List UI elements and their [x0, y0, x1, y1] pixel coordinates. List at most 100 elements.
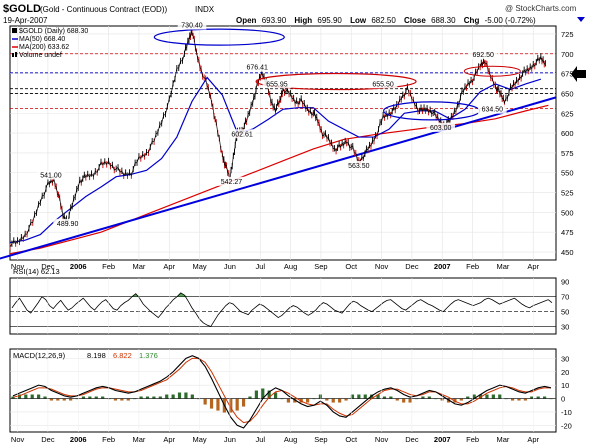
price-x-axis: Nov Dec 2006 Feb Mar Apr May Jun Jul Aug Sep Oct Nov…	[11, 262, 540, 271]
bottom-x-tick-label: 2006	[70, 435, 87, 444]
macd-histogram-bar	[235, 398, 239, 411]
macd-histogram-bar	[177, 392, 182, 399]
macd-histogram-bar	[414, 398, 419, 400]
macd-histogram-bar	[171, 394, 175, 399]
price-x-tick-label: Jul	[255, 262, 265, 271]
macd-histogram-bar	[408, 398, 412, 403]
price-label: 676.41	[247, 65, 269, 72]
price-x-tick-label: Mar	[132, 262, 145, 271]
macd-histogram-bar	[216, 398, 220, 411]
price-label: 541.00	[40, 173, 62, 180]
price-x-tick-label: Feb	[102, 262, 115, 271]
price-label-bg	[177, 20, 207, 30]
price-label-bg	[36, 170, 66, 180]
macd-histogram-bar	[184, 392, 188, 399]
macd-y-tick-label: 20	[561, 368, 569, 377]
macd-histogram-bar	[472, 394, 476, 399]
price-label: 489.90	[57, 221, 79, 228]
macd-histogram-bar	[152, 396, 156, 399]
macd-histogram-bar	[510, 398, 515, 401]
bottom-x-tick-label: Feb	[102, 435, 115, 444]
highlight-ellipse-blue-top	[153, 28, 285, 46]
price-x-tick-label: Nov	[375, 262, 389, 271]
price-y-axis: 450 475 500 525 550 575 600 625 650 675 700 725	[561, 30, 574, 257]
macd-histogram-bar	[389, 396, 393, 399]
price-label: 692.50	[472, 52, 494, 59]
macd-histogram-bar	[113, 398, 118, 401]
price-x-tick-label: Apr	[163, 262, 175, 271]
bottom-x-tick-label: Sep	[314, 435, 327, 444]
macd-y-tick-label: 10	[561, 381, 569, 390]
price-y-tick-label: 450	[561, 248, 574, 257]
legend-macd: MACD(12,26,9)	[13, 351, 66, 360]
legend-price: $GOLD (Daily) 688.30	[19, 28, 88, 35]
macd-histogram-bar	[498, 394, 502, 399]
macd-histogram-bar	[267, 390, 271, 399]
macd-histogram-bar	[280, 398, 284, 400]
price-x-tick-label: Aug	[284, 262, 297, 271]
macd-histogram-bar	[88, 396, 92, 399]
macd-histogram-bar	[434, 398, 438, 400]
rsi-y-tick-label: 70	[561, 293, 569, 302]
highlight-ellipse-red	[255, 72, 417, 91]
macd-y-tick-label: 30	[561, 354, 569, 363]
macd-line	[12, 355, 552, 429]
price-y-tick-label: 700	[561, 50, 574, 59]
rsi-line	[11, 292, 553, 328]
bottom-x-tick-label: Jun	[224, 435, 236, 444]
macd-histogram-bar	[248, 396, 252, 399]
macd-histogram-bar	[190, 394, 194, 399]
price-x-tick-label: Jun	[224, 262, 236, 271]
macd-histogram-bar	[338, 398, 342, 403]
price-y-tick-label: 575	[561, 149, 574, 158]
price-y-tick-label: 625	[561, 109, 574, 118]
macd-histogram-bar	[504, 398, 508, 400]
rsi-panel	[9, 277, 557, 335]
close-value: 688.30	[431, 16, 456, 25]
price-label-bg	[368, 79, 398, 89]
macd-histogram-bar	[363, 394, 367, 399]
macd-histogram-bar	[446, 398, 451, 403]
macd-histogram-bar	[530, 396, 534, 399]
chg-down-triangle-icon	[577, 17, 585, 22]
price-x-tick-label: Dec	[41, 262, 55, 271]
legend-hist-value: 1.376	[139, 351, 158, 360]
macd-histogram-bar	[318, 394, 323, 399]
rsi-y-tick-label: 90	[561, 278, 569, 287]
price-label-bg	[426, 122, 456, 132]
price-x-tick-label: Apr	[527, 262, 539, 271]
price-label-bg	[478, 104, 507, 114]
bottom-x-tick-label: Feb	[466, 435, 479, 444]
macd-histogram-bar	[286, 398, 291, 403]
macd-histogram-bar	[427, 396, 431, 399]
macd-histogram-bar	[261, 388, 265, 399]
macd-histogram-bar	[523, 398, 527, 401]
macd-histogram-bar	[306, 398, 310, 403]
bottom-x-tick-label: Oct	[345, 435, 358, 444]
macd-y-tick-label: -10	[561, 408, 572, 417]
macd-histogram-bar	[24, 394, 28, 399]
price-y-tick-label: 650	[561, 89, 574, 98]
price-x-tick-label: Mar	[496, 262, 509, 271]
macd-histogram-bar	[209, 398, 214, 409]
high-value: 695.90	[317, 16, 342, 25]
price-label: 602.61	[231, 131, 253, 138]
macd-histogram-bar	[56, 398, 60, 401]
macd-histogram-bar	[491, 394, 495, 399]
price-label: 730.40	[181, 23, 203, 30]
bottom-x-tick-label: Dec	[41, 435, 55, 444]
macd-y-tick-label: 0	[561, 395, 565, 404]
bottom-x-tick-label: Apr	[527, 435, 539, 444]
current-price-arrow-icon	[571, 66, 586, 82]
macd-histogram-bar	[254, 390, 258, 399]
macd-histogram-bar	[11, 396, 15, 399]
macd-histogram-bar	[17, 394, 22, 399]
macd-histogram-bar	[165, 394, 169, 399]
bottom-x-tick-label: Aug	[284, 435, 297, 444]
macd-histogram-bar	[69, 398, 73, 401]
price-label-bg	[262, 79, 292, 89]
legend-ma200: MA(200) 633.62	[19, 44, 69, 51]
price-label: 655.95	[266, 81, 288, 88]
price-x-tick-label: Feb	[466, 262, 479, 271]
